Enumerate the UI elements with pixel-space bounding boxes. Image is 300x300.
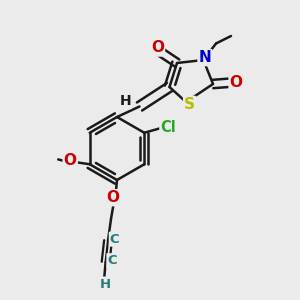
Text: Cl: Cl [160, 120, 176, 135]
Text: S: S [184, 97, 195, 112]
Text: H: H [100, 278, 111, 291]
Text: N: N [199, 50, 211, 65]
Text: O: O [230, 75, 243, 90]
Text: O: O [64, 153, 77, 168]
Text: O: O [151, 40, 164, 56]
Text: C: C [107, 254, 117, 267]
Text: H: H [119, 94, 131, 108]
Text: C: C [110, 232, 119, 246]
Text: O: O [106, 190, 120, 205]
